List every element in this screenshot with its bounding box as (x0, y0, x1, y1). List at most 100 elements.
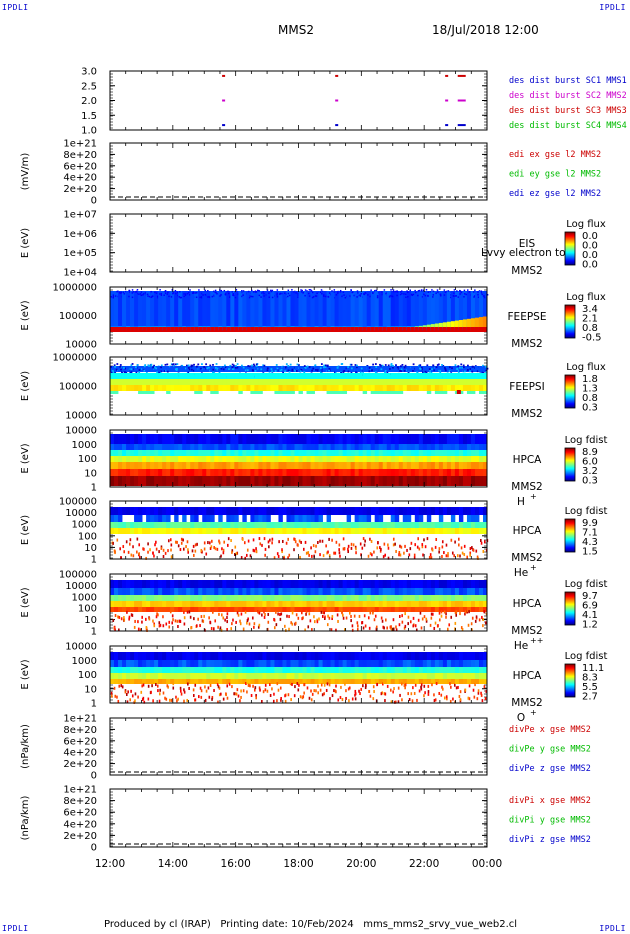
heat-cell (176, 363, 178, 365)
heat-cell (311, 580, 315, 588)
heat-cell (218, 528, 222, 534)
heat-cell (399, 379, 403, 385)
heat-cell (274, 379, 278, 385)
heat-cell (150, 379, 154, 385)
heat-cell (426, 289, 428, 291)
heat-cell (214, 469, 218, 476)
heat-cell (163, 624, 165, 627)
heat-cell (266, 580, 270, 588)
heat-cell (383, 580, 387, 588)
heat-cell (274, 595, 278, 601)
heat-cell (262, 327, 266, 332)
data-point (335, 124, 338, 126)
heat-cell (214, 528, 218, 534)
heat-cell (339, 551, 341, 554)
heat-cell (138, 595, 142, 601)
heat-cell (471, 327, 475, 332)
heat-cell (455, 327, 459, 332)
heat-cell (159, 692, 161, 695)
ytick-label: 1e+07 (63, 210, 97, 221)
heat-cell (407, 296, 409, 298)
heat-cell (134, 476, 138, 486)
heat-cell (158, 528, 162, 534)
species-label: H (517, 496, 525, 508)
heat-cell (138, 528, 142, 534)
heat-cell (475, 522, 479, 528)
heat-cell (439, 528, 443, 534)
heat-cell (395, 434, 399, 444)
heat-cell (439, 580, 443, 588)
heat-cell (290, 434, 294, 444)
heat-cell (481, 542, 483, 545)
heat-cell (255, 547, 257, 550)
heat-cell (165, 364, 167, 366)
heat-cell (150, 469, 154, 476)
heat-cell (206, 580, 210, 588)
heat-cell (371, 370, 373, 372)
heat-cell (232, 368, 234, 370)
heat-cell (137, 538, 139, 541)
heat-cell (204, 685, 206, 688)
heat-cell (150, 580, 154, 588)
heat-cell (387, 469, 391, 476)
heat-cell (113, 297, 115, 299)
heat-cell (122, 679, 126, 684)
heat-cell (467, 444, 471, 450)
heat-cell (123, 619, 125, 622)
species-label: He (514, 640, 528, 652)
heat-cell (315, 456, 319, 462)
colorbar-title: Log fdist (565, 579, 608, 590)
heat-cell (210, 667, 214, 673)
heat-cell (187, 548, 189, 551)
heat-cell (471, 588, 475, 595)
heat-cell (190, 456, 194, 462)
heat-cell (143, 370, 145, 372)
heat-cell (235, 365, 237, 367)
heat-cell (162, 379, 166, 385)
heat-cell (236, 693, 238, 696)
heat-cell (122, 607, 126, 612)
heat-cell (166, 684, 168, 687)
heat-cell (467, 601, 471, 607)
heat-cell (411, 385, 415, 391)
heat-cell (419, 469, 423, 476)
heat-cell (238, 327, 242, 332)
heat-cell (307, 625, 309, 628)
instrument-label: HPCA (513, 598, 543, 610)
heat-cell (367, 294, 369, 296)
heat-cell (471, 522, 475, 528)
heat-cell (227, 544, 229, 547)
heat-cell (138, 456, 142, 462)
heat-cell (371, 456, 375, 462)
heat-cell (459, 434, 463, 444)
heat-cell (337, 367, 339, 369)
heat-cell (112, 370, 114, 372)
heat-cell (282, 540, 284, 543)
heat-cell (423, 607, 427, 612)
heat-cell (351, 543, 353, 546)
heat-cell (246, 462, 250, 469)
heat-cell (315, 515, 319, 522)
heat-cell (271, 368, 273, 370)
heat-cell (230, 450, 234, 456)
heat-cell (122, 652, 126, 660)
heat-cell (299, 385, 303, 391)
heat-cell (222, 379, 226, 385)
heat-cell (371, 327, 375, 332)
heat-cell (262, 450, 266, 456)
heat-cell (443, 595, 447, 601)
heat-cell (232, 366, 234, 368)
heat-cell (458, 296, 460, 298)
ytick-label: 100 (78, 670, 97, 681)
heat-cell (154, 469, 158, 476)
heat-cell (155, 368, 157, 370)
heat-cell (242, 522, 246, 528)
heat-cell (293, 548, 295, 551)
heat-cell (114, 450, 118, 456)
heat-cell (372, 292, 374, 294)
heat-cell (467, 528, 471, 534)
heat-cell (166, 364, 168, 366)
heat-cell (110, 515, 114, 522)
heat-cell (435, 580, 439, 588)
heat-cell (170, 601, 174, 607)
